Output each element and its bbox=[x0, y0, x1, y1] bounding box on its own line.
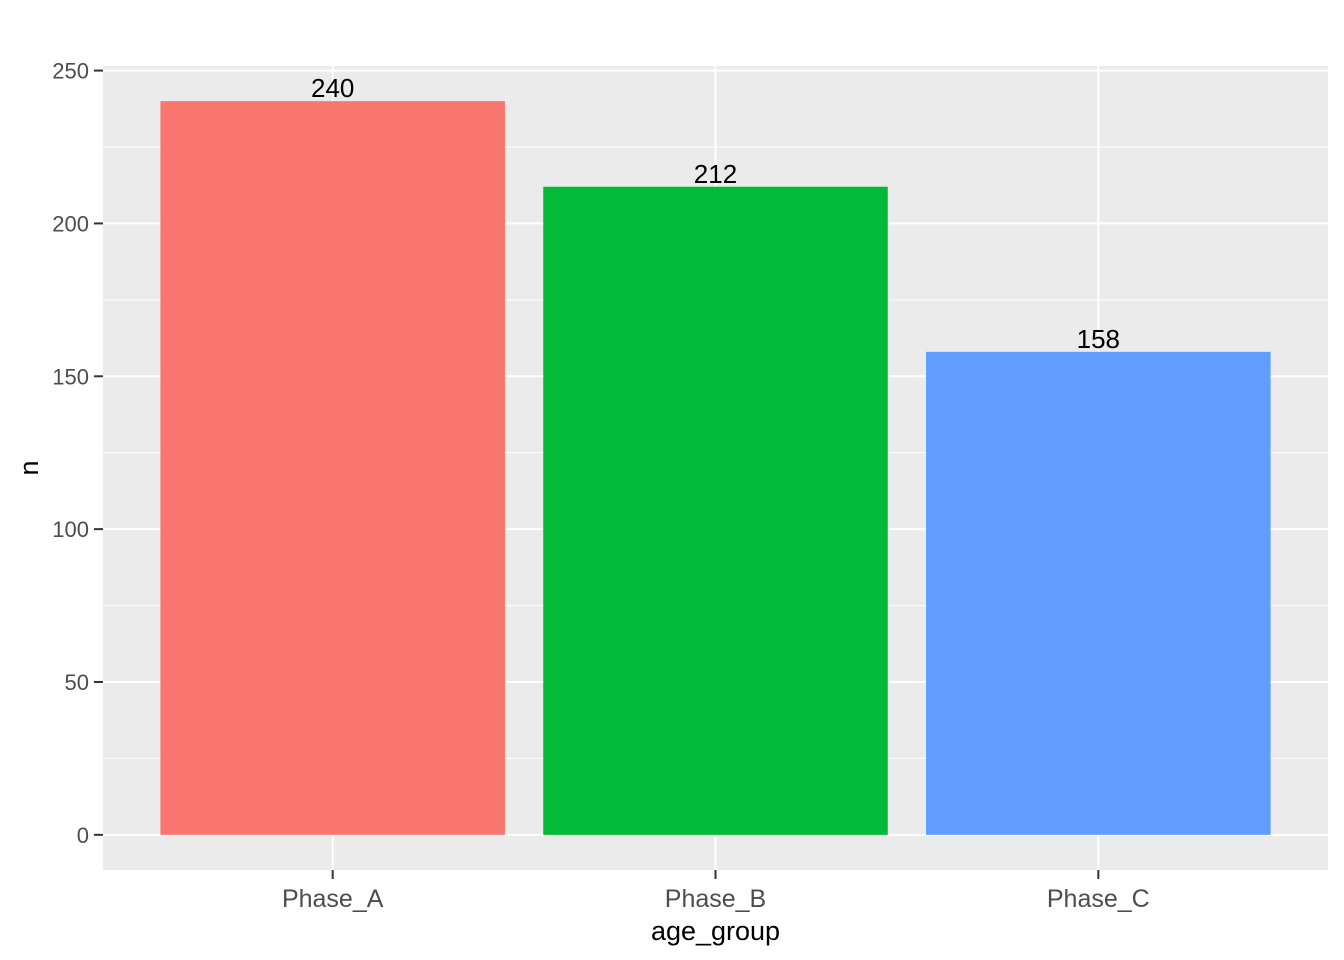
y-tick-label: 250 bbox=[52, 59, 89, 84]
y-tick-label: 0 bbox=[77, 823, 89, 848]
data-label: 158 bbox=[1077, 324, 1120, 354]
x-tick-label: Phase_B bbox=[665, 885, 766, 913]
y-tick-label: 50 bbox=[65, 670, 89, 695]
x-tick-label: Phase_A bbox=[282, 885, 384, 913]
bar-phase-c bbox=[926, 351, 1271, 835]
data-label: 212 bbox=[694, 159, 737, 189]
x-axis: Phase_A Phase_B Phase_C bbox=[282, 870, 1150, 913]
data-label: 240 bbox=[311, 73, 354, 103]
bar-phase-b bbox=[543, 186, 888, 835]
y-axis: 0 50 100 150 200 250 bbox=[52, 59, 103, 848]
y-tick-label: 200 bbox=[52, 211, 89, 236]
x-axis-title: age_group bbox=[651, 916, 780, 946]
x-tick-label: Phase_C bbox=[1047, 885, 1150, 913]
bars bbox=[160, 101, 1271, 835]
y-tick-label: 100 bbox=[52, 517, 89, 542]
data-labels: 240 212 158 bbox=[311, 73, 1120, 354]
bar-phase-a bbox=[160, 101, 505, 835]
y-axis-title: n bbox=[14, 460, 44, 475]
y-tick-label: 150 bbox=[52, 364, 89, 389]
